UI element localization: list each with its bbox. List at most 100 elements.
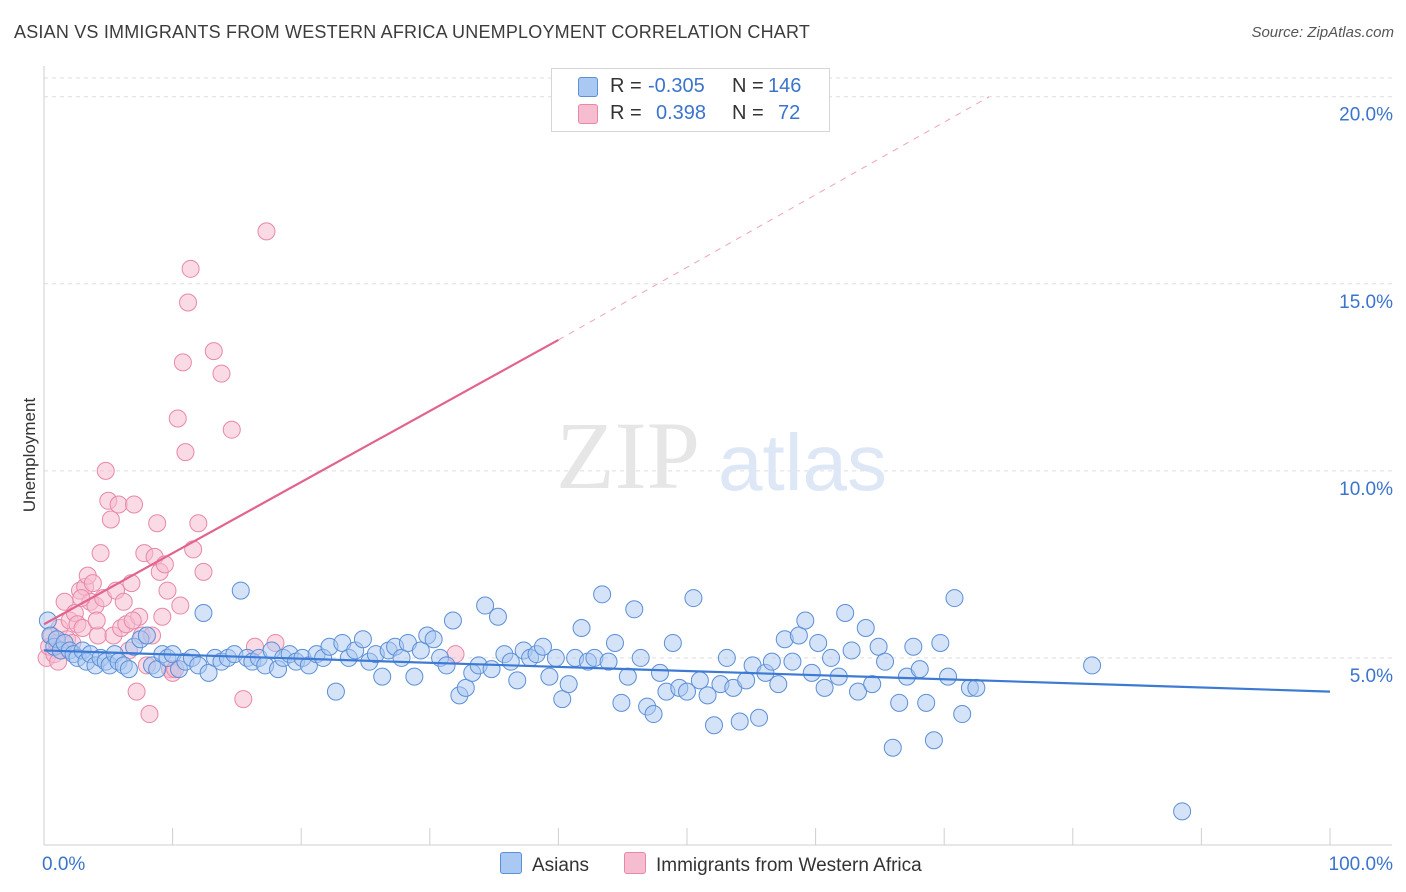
legend-n-label: N =: [732, 102, 764, 124]
data-point-asians: [553, 690, 572, 709]
data-point-asians: [424, 630, 443, 649]
y-tick-label: 20.0%: [1339, 105, 1393, 126]
legend-item-asians: Asians: [500, 852, 589, 877]
data-point-immigrants: [87, 611, 106, 630]
data-point-immigrants: [101, 510, 120, 529]
tick-labels: 5.0% 10.0% 15.0% 20.0% 0.0% 100.0%: [42, 105, 1393, 875]
trend-lines: [43, 96, 1331, 693]
data-point-asians: [802, 663, 821, 682]
data-point-asians: [750, 708, 769, 727]
data-point-asians: [353, 630, 372, 649]
data-point-asians: [762, 652, 781, 671]
data-point-asians: [663, 633, 682, 652]
data-point-asians: [796, 611, 815, 630]
legend-swatch-pink: [578, 104, 598, 124]
data-point-immigrants: [222, 420, 241, 439]
data-point-immigrants: [153, 607, 172, 626]
legend-n-label: N =: [732, 75, 764, 97]
data-point-asians: [540, 667, 559, 686]
data-point-asians: [482, 660, 501, 679]
data-point-asians: [405, 667, 424, 686]
data-point-asians: [717, 648, 736, 667]
data-point-asians: [1173, 802, 1192, 821]
legend-item-immigrants: Immigrants from Western Africa: [624, 852, 922, 877]
data-point-asians: [690, 671, 709, 690]
data-point-asians: [625, 600, 644, 619]
data-point-immigrants: [140, 705, 159, 724]
data-point-asians: [705, 716, 724, 735]
data-point-asians: [199, 663, 218, 682]
stats-legend: R = -0.305 N = 146 R = 0.398 N = 72: [551, 68, 830, 132]
legend-swatch-blue: [500, 852, 522, 874]
data-point-immigrants: [148, 514, 167, 533]
data-point-asians: [373, 667, 392, 686]
data-point-asians: [769, 675, 788, 694]
data-point-asians: [559, 675, 578, 694]
data-point-asians: [194, 604, 213, 623]
data-point-asians: [650, 663, 669, 682]
y-tick-label: 15.0%: [1339, 292, 1393, 313]
data-point-asians: [917, 693, 936, 712]
data-point-asians: [737, 671, 756, 690]
data-point-asians: [910, 660, 929, 679]
data-point-asians: [822, 648, 841, 667]
y-tick-label: 10.0%: [1339, 479, 1393, 500]
data-point-asians: [618, 667, 637, 686]
data-point-immigrants: [83, 574, 102, 593]
data-point-asians: [783, 652, 802, 671]
x-tick-label: 100.0%: [1329, 854, 1394, 875]
data-point-asians: [924, 731, 943, 750]
data-point-immigrants: [55, 592, 74, 611]
data-point-asians: [488, 607, 507, 626]
data-point-immigrants: [181, 259, 200, 278]
data-point-asians: [644, 705, 663, 724]
data-point-asians: [119, 660, 138, 679]
data-point-asians: [836, 604, 855, 623]
axes: [43, 66, 1392, 846]
data-point-asians: [890, 693, 909, 712]
data-point-asians: [631, 648, 650, 667]
data-point-asians: [38, 611, 57, 630]
trend-line-asians: [43, 649, 1331, 693]
data-point-immigrants: [179, 293, 198, 312]
data-point-asians: [967, 678, 986, 697]
data-point-asians: [411, 641, 430, 660]
data-point-immigrants: [173, 353, 192, 372]
data-point-asians: [456, 678, 475, 697]
legend-r-label: R =: [610, 102, 642, 124]
y-tick-label: 5.0%: [1350, 666, 1393, 687]
legend-n-value: 146: [768, 75, 802, 97]
data-point-asians: [876, 652, 895, 671]
data-point-asians: [730, 712, 749, 731]
data-point-immigrants: [171, 596, 190, 615]
data-point-asians: [508, 671, 527, 690]
legend-r-label: R =: [610, 75, 642, 97]
watermark-zip: ZIP: [556, 402, 700, 509]
data-point-immigrants: [257, 222, 276, 241]
data-point-asians: [869, 637, 888, 656]
data-point-immigrants: [194, 562, 213, 581]
legend-label-asians: Asians: [532, 855, 590, 876]
legend-swatch-pink: [624, 852, 646, 874]
data-point-asians: [533, 637, 552, 656]
data-point-asians: [931, 633, 950, 652]
data-point-asians: [599, 652, 618, 671]
legend-r-value: -0.305: [648, 75, 705, 97]
data-point-asians: [698, 686, 717, 705]
legend-row-asians: R = -0.305 N = 146: [552, 73, 829, 99]
data-point-immigrants: [123, 611, 142, 630]
data-point-asians: [476, 596, 495, 615]
data-point-asians: [612, 693, 631, 712]
data-point-immigrants: [125, 495, 144, 514]
data-point-asians: [815, 678, 834, 697]
legend-n-value: 72: [778, 102, 801, 124]
chart-title: ASIAN VS IMMIGRANTS FROM WESTERN AFRICA …: [14, 22, 811, 42]
data-point-asians: [883, 738, 902, 757]
legend-row-immigrants: R = 0.398 N = 72: [552, 100, 829, 126]
data-point-asians: [546, 648, 565, 667]
data-point-immigrants: [204, 342, 223, 361]
legend-swatch-blue: [578, 77, 598, 97]
data-point-asians: [904, 637, 923, 656]
data-point-asians: [863, 675, 882, 694]
data-point-asians: [443, 611, 462, 630]
